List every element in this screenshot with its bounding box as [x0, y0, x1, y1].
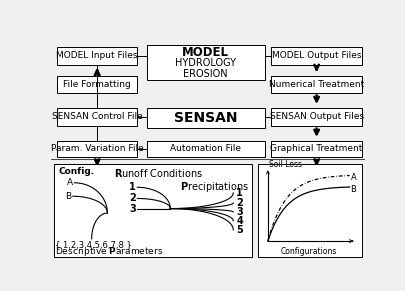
- FancyBboxPatch shape: [271, 141, 361, 157]
- Text: 1: 1: [129, 182, 136, 192]
- FancyBboxPatch shape: [271, 76, 361, 93]
- Text: EROSION: EROSION: [183, 69, 228, 79]
- Text: HYDROLOGY: HYDROLOGY: [175, 58, 236, 68]
- Text: A: A: [66, 178, 72, 187]
- FancyBboxPatch shape: [54, 164, 252, 257]
- Text: MODEL: MODEL: [182, 46, 229, 59]
- FancyBboxPatch shape: [146, 108, 264, 128]
- Text: $\mathbf{P}$recipitations: $\mathbf{P}$recipitations: [179, 180, 248, 194]
- Text: 3: 3: [129, 204, 136, 214]
- FancyBboxPatch shape: [57, 141, 137, 157]
- FancyBboxPatch shape: [146, 141, 264, 157]
- Text: Config.: Config.: [58, 167, 94, 176]
- Text: 2: 2: [236, 198, 243, 208]
- Text: Numerical Treatment: Numerical Treatment: [269, 80, 363, 88]
- Text: A: A: [350, 173, 356, 182]
- Text: 4: 4: [236, 216, 243, 226]
- FancyBboxPatch shape: [57, 47, 137, 65]
- Text: Param. Variation File: Param. Variation File: [51, 144, 143, 153]
- Text: 5: 5: [236, 225, 243, 235]
- Text: Configurations: Configurations: [280, 247, 336, 256]
- Text: 2: 2: [129, 194, 136, 203]
- Text: 3: 3: [236, 207, 243, 217]
- Text: SENSAN: SENSAN: [173, 111, 237, 125]
- Text: B: B: [65, 192, 71, 201]
- Text: $\mathbf{R}$unoff Conditions: $\mathbf{R}$unoff Conditions: [113, 167, 202, 179]
- Text: Graphical Treatment: Graphical Treatment: [270, 144, 362, 153]
- Text: MODEL Output Files: MODEL Output Files: [271, 52, 360, 61]
- Text: SENSAN Control File: SENSAN Control File: [52, 112, 142, 121]
- Text: MODEL Input Files: MODEL Input Files: [56, 52, 138, 61]
- Text: SENSAN Output Files: SENSAN Output Files: [269, 112, 363, 121]
- FancyBboxPatch shape: [146, 45, 264, 80]
- Text: 1: 1: [236, 188, 243, 198]
- FancyBboxPatch shape: [258, 164, 361, 257]
- Text: B: B: [350, 185, 356, 194]
- Text: Descriptive $\mathbf{P}$arameters: Descriptive $\mathbf{P}$arameters: [55, 245, 164, 258]
- FancyBboxPatch shape: [57, 108, 137, 126]
- FancyBboxPatch shape: [57, 76, 137, 93]
- Text: File Formatting: File Formatting: [63, 80, 131, 88]
- Text: Automation File: Automation File: [170, 144, 241, 153]
- FancyBboxPatch shape: [271, 47, 361, 65]
- FancyBboxPatch shape: [271, 108, 361, 126]
- Text: { 1,2,3,4,5,6,7,8 }: { 1,2,3,4,5,6,7,8 }: [55, 240, 132, 249]
- Text: Soil Loss: Soil Loss: [269, 160, 302, 169]
